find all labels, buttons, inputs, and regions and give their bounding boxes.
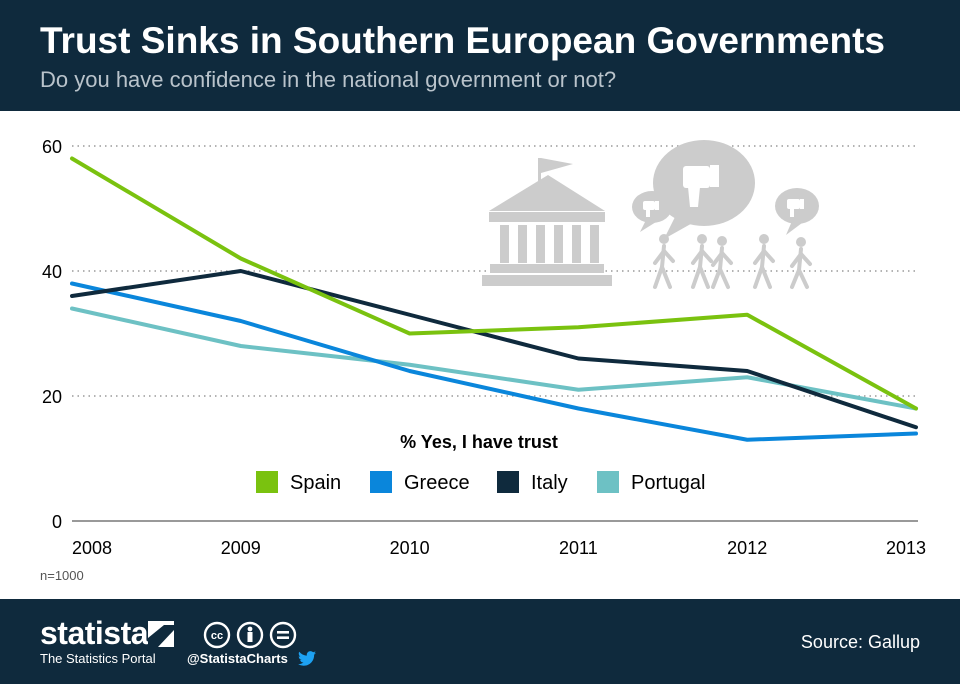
no-derivatives-icon (269, 621, 297, 649)
thumbs-down-small-left-icon (643, 201, 659, 217)
page-subtitle: Do you have confidence in the national g… (40, 67, 617, 92)
series-line-spain (70, 156, 918, 411)
legend-label-greece: Greece (404, 472, 470, 494)
y-tick-label: 20 (42, 387, 62, 407)
legend-swatch-portugal (597, 471, 619, 493)
y-axis: 0 20 40 60 (42, 137, 62, 532)
x-tick-label: 2009 (221, 538, 261, 558)
twitter-bird-icon[interactable] (298, 651, 316, 666)
speech-bubble-large-icon (653, 140, 755, 239)
line-chart: 0 20 40 60 (42, 137, 926, 558)
legend-swatch-italy (497, 471, 519, 493)
attribution-icon (236, 621, 264, 649)
svg-text:cc: cc (211, 630, 223, 642)
footer: statista The Statistics Portal cc @Stati… (0, 599, 960, 684)
page-title: Trust Sinks in Southern European Governm… (40, 20, 885, 61)
sample-size-note: n=1000 (40, 568, 84, 583)
brand-logo-text[interactable]: statista (40, 615, 149, 651)
source-credit: Source: Gallup (800, 632, 920, 652)
x-tick-label: 2012 (727, 538, 767, 558)
cc-icon (203, 621, 231, 649)
y-tick-label: 40 (42, 262, 62, 282)
series-line-portugal (70, 306, 918, 411)
walking-people-icon (653, 234, 812, 289)
x-tick-label: 2011 (559, 538, 598, 558)
y-tick-label: 60 (42, 137, 62, 157)
speech-bubble-small-left-icon (632, 191, 672, 232)
creative-commons-icons[interactable]: cc (203, 621, 297, 649)
brand-tagline: The Statistics Portal (40, 651, 156, 666)
legend-swatch-greece (370, 471, 392, 493)
series-line-italy (70, 269, 918, 430)
statista-logo-icon (148, 621, 174, 647)
x-tick-label: 2008 (72, 538, 112, 558)
x-tick-label: 2010 (390, 538, 430, 558)
series-lines (70, 156, 918, 442)
legend-label-spain: Spain (290, 472, 341, 494)
speech-bubble-small-right-icon (775, 188, 819, 235)
x-axis: 2008 2009 2010 2011 2012 2013 (72, 538, 926, 558)
legend-swatch-spain (256, 471, 278, 493)
legend-label-italy: Italy (531, 472, 568, 494)
x-tick-label: 2013 (886, 538, 926, 558)
y-tick-label: 0 (52, 512, 62, 532)
chart-title: % Yes, I have trust (400, 432, 558, 452)
series-line-greece (70, 281, 918, 442)
twitter-handle[interactable]: @StatistaCharts (187, 651, 288, 666)
government-building-icon (482, 158, 612, 286)
legend-label-portugal: Portugal (631, 472, 706, 494)
legend: Spain Greece Italy Portugal (256, 471, 706, 494)
thumbs-down-small-right-icon (787, 199, 804, 217)
thumbs-down-large-icon (683, 165, 719, 207)
header: Trust Sinks in Southern European Governm… (0, 0, 960, 111)
